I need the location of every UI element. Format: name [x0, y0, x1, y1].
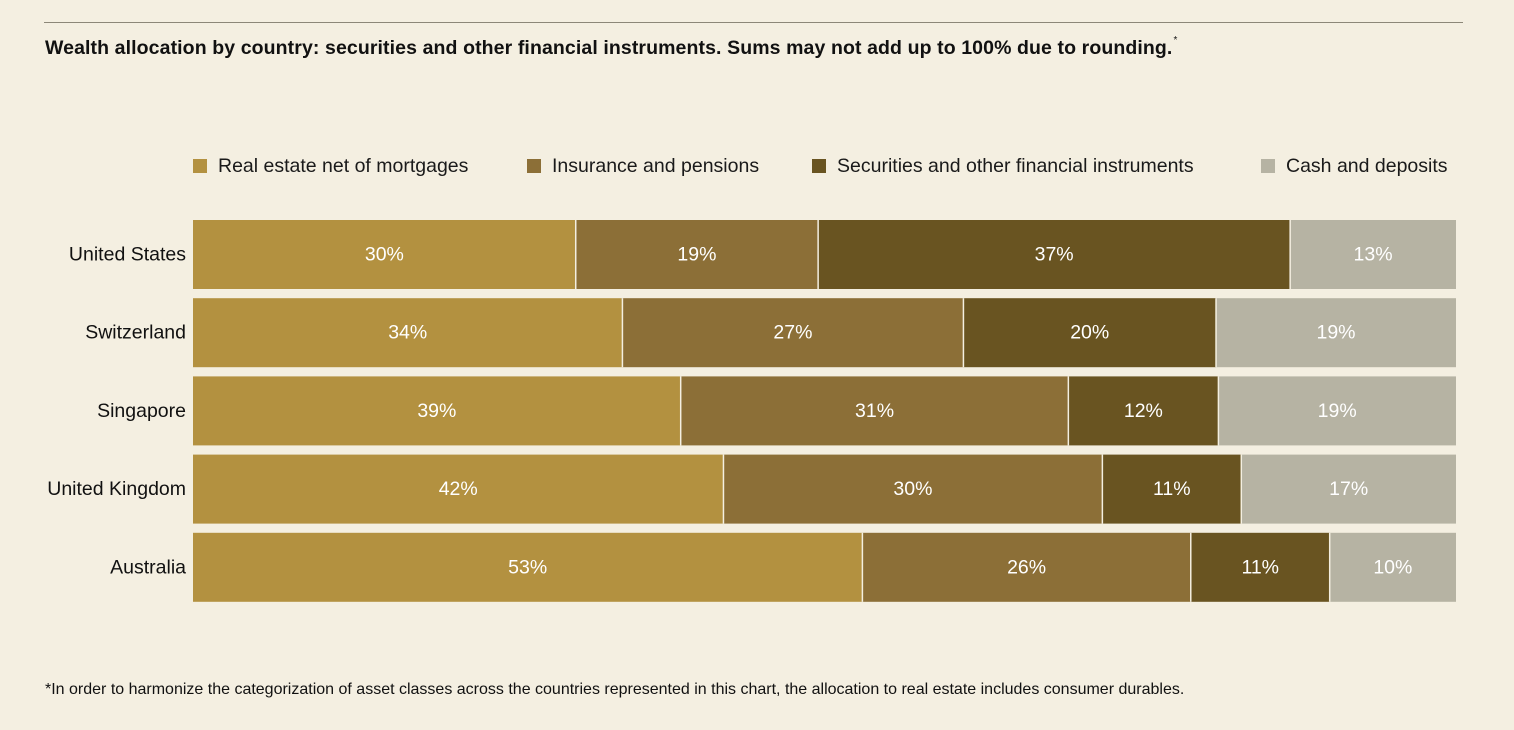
title-footnote-marker: * — [1173, 35, 1178, 46]
bar-segment-united-kingdom-real-estate-net-of-mortgages — [193, 454, 724, 524]
bar-row-australia: Australia 53% 26% 11% 10% — [110, 532, 1456, 602]
bar-segment-australia-cash-and-deposits — [1329, 532, 1456, 602]
data-label-switzerland-securities-and-other-financial-instruments: 20% — [1070, 322, 1109, 344]
category-label-switzerland: Switzerland — [85, 322, 186, 344]
data-label-switzerland-real-estate-net-of-mortgages: 34% — [388, 322, 427, 344]
data-label-switzerland-insurance-and-pensions: 27% — [773, 322, 812, 344]
bar-segment-united-states-real-estate-net-of-mortgages — [193, 220, 576, 289]
chart-title-text: Wealth allocation by country: securities… — [45, 37, 1173, 59]
bar-segment-united-kingdom-securities-and-other-financial-instruments — [1102, 454, 1242, 524]
legend-item-insurance: Insurance and pensions — [527, 153, 759, 179]
bar-row-singapore: Singapore 39% 31% 12% 19% — [97, 376, 1456, 446]
legend-label-insurance: Insurance and pensions — [552, 154, 760, 177]
legend-label-real-estate: Real estate net of mortgages — [218, 154, 469, 177]
bar-segment-united-states-cash-and-deposits — [1290, 220, 1456, 289]
bar-segment-australia-securities-and-other-financial-instruments — [1190, 532, 1330, 602]
data-label-australia-securities-and-other-financial-instruments: 11% — [1241, 556, 1279, 578]
data-label-australia-real-estate-net-of-mortgages: 53% — [508, 556, 547, 578]
footnote: *In order to harmonize the categorizatio… — [45, 681, 1185, 698]
legend-swatch-insurance — [527, 159, 541, 173]
bar-segment-singapore-cash-and-deposits — [1218, 376, 1456, 446]
bar-segment-united-kingdom-cash-and-deposits — [1241, 454, 1456, 524]
legend-item-real-estate: Real estate net of mortgages — [193, 153, 468, 179]
bar-segment-united-states-securities-and-other-financial-instruments — [818, 220, 1291, 289]
legend-swatch-real-estate — [193, 159, 207, 173]
data-label-switzerland-cash-and-deposits: 19% — [1316, 322, 1355, 344]
category-label-australia: Australia — [110, 556, 186, 578]
category-label-united-kingdom: United Kingdom — [47, 478, 186, 500]
data-label-united-states-securities-and-other-financial-instruments: 37% — [1035, 244, 1074, 266]
chart-title: Wealth allocation by country: securities… — [45, 35, 1178, 60]
data-label-united-kingdom-securities-and-other-financial-instruments: 11% — [1153, 478, 1191, 500]
data-label-united-kingdom-real-estate-net-of-mortgages: 42% — [439, 478, 478, 500]
data-label-singapore-securities-and-other-financial-instruments: 12% — [1124, 400, 1163, 422]
bar-segment-singapore-insurance-and-pensions — [680, 376, 1069, 446]
legend-swatch-securities — [812, 159, 826, 173]
top-rule — [44, 22, 1463, 23]
bar-segment-singapore-securities-and-other-financial-instruments — [1068, 376, 1219, 446]
data-label-united-kingdom-cash-and-deposits: 17% — [1329, 478, 1368, 500]
data-label-singapore-cash-and-deposits: 19% — [1318, 400, 1357, 422]
category-label-united-states: United States — [69, 244, 186, 266]
bar-segment-united-states-insurance-and-pensions — [575, 220, 819, 289]
data-label-united-states-real-estate-net-of-mortgages: 30% — [365, 244, 404, 266]
bar-segment-australia-real-estate-net-of-mortgages — [193, 532, 863, 602]
bar-segment-united-kingdom-insurance-and-pensions — [723, 454, 1103, 524]
data-label-united-states-cash-and-deposits: 13% — [1354, 244, 1393, 266]
data-label-singapore-real-estate-net-of-mortgages: 39% — [417, 400, 456, 422]
data-label-australia-insurance-and-pensions: 26% — [1007, 556, 1046, 578]
data-label-united-states-insurance-and-pensions: 19% — [677, 244, 716, 266]
legend-label-securities: Securities and other financial instrumen… — [837, 154, 1194, 177]
bar-segment-australia-insurance-and-pensions — [862, 532, 1191, 602]
bar-segment-switzerland-securities-and-other-financial-instruments — [963, 298, 1217, 368]
category-label-singapore: Singapore — [97, 400, 186, 422]
bar-segment-singapore-real-estate-net-of-mortgages — [193, 376, 681, 446]
data-label-singapore-insurance-and-pensions: 31% — [855, 400, 894, 422]
bar-row-switzerland: Switzerland 34% 27% 20% 19% — [85, 298, 1456, 368]
legend-label-cash: Cash and deposits — [1286, 154, 1448, 177]
bar-row-united-states: United States 30% 19% 37% 13% — [69, 220, 1456, 289]
data-label-australia-cash-and-deposits: 10% — [1373, 556, 1412, 578]
legend-item-securities: Securities and other financial instrumen… — [812, 153, 1194, 179]
bar-segment-switzerland-insurance-and-pensions — [622, 298, 964, 368]
bar-segment-switzerland-real-estate-net-of-mortgages — [193, 298, 623, 368]
bar-row-united-kingdom: United Kingdom 42% 30% 11% 17% — [47, 454, 1456, 524]
legend-swatch-cash — [1261, 159, 1275, 173]
legend-item-cash: Cash and deposits — [1261, 153, 1448, 179]
data-label-united-kingdom-insurance-and-pensions: 30% — [893, 478, 932, 500]
bar-segment-switzerland-cash-and-deposits — [1216, 298, 1456, 368]
